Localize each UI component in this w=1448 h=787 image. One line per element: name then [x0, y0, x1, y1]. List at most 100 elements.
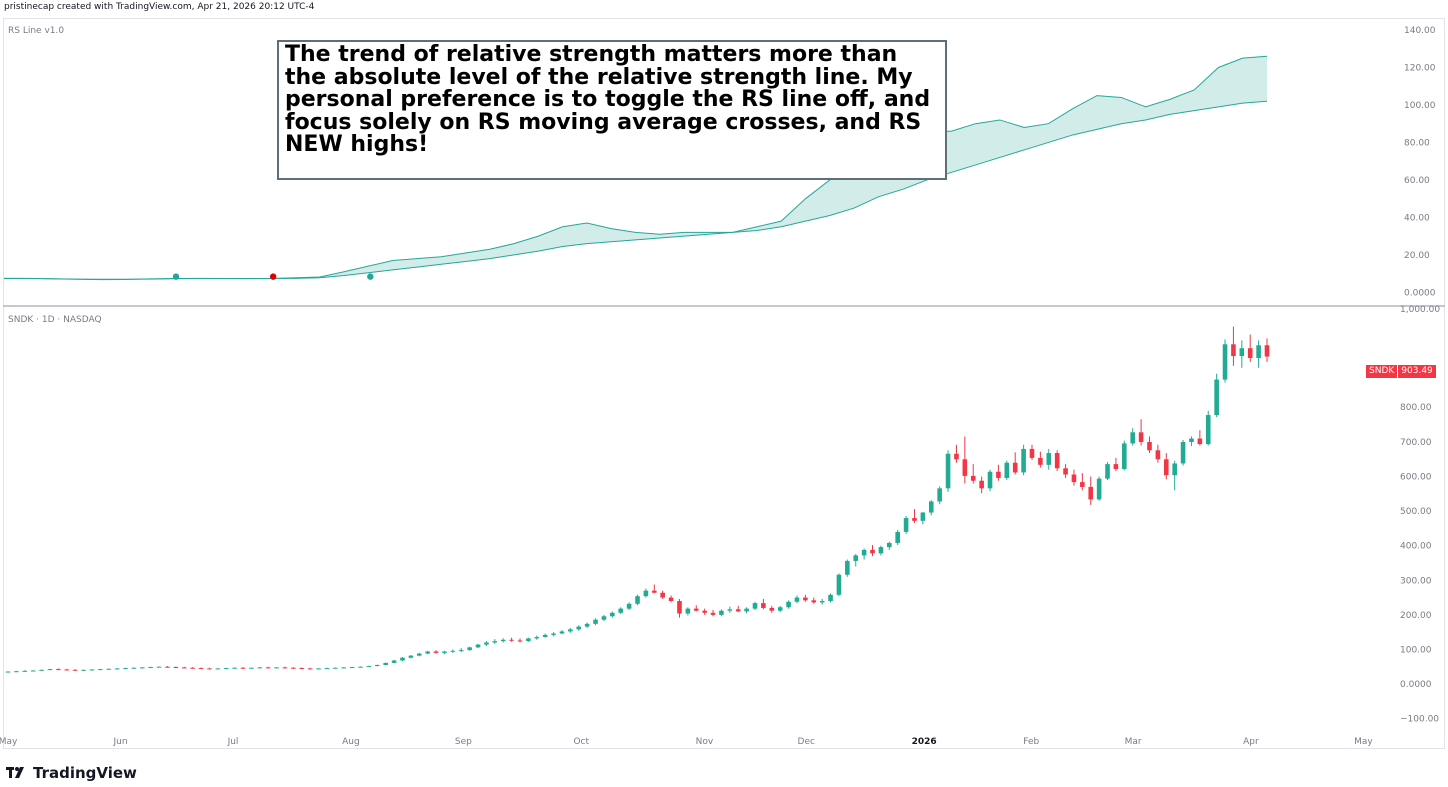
candle-body — [1012, 462, 1018, 473]
candle-body — [819, 601, 825, 603]
candle-body — [400, 657, 405, 661]
candle-body — [668, 597, 674, 602]
candle-body — [786, 601, 791, 608]
candle-body — [643, 590, 649, 597]
annotation-note[interactable]: The trend of relative strength matters m… — [277, 40, 947, 180]
candle-body — [333, 667, 338, 669]
candle-body — [828, 594, 833, 602]
candle-body — [1063, 468, 1068, 475]
candle-body — [1122, 443, 1127, 469]
time-axis-label: Jun — [112, 737, 127, 747]
candle-body — [559, 631, 565, 634]
candle-body — [240, 667, 246, 669]
candle-body — [1130, 432, 1136, 444]
candle-body — [1021, 448, 1026, 473]
price-y-tick-label: 0.0000 — [1400, 680, 1432, 690]
candle-body — [114, 668, 120, 670]
candle-body — [1080, 482, 1085, 487]
candle-body — [475, 644, 481, 648]
candle-body — [106, 668, 112, 670]
rs-cross-down-dot — [269, 273, 277, 280]
price-y-tick-label: −100.00 — [1400, 715, 1439, 725]
candle-body — [64, 669, 70, 671]
candle-body — [358, 666, 363, 668]
candle-body — [1147, 442, 1152, 451]
rs-y-tick-label: 20.00 — [1404, 251, 1430, 261]
candle-body — [375, 664, 380, 667]
candle-body — [215, 668, 221, 670]
candle-body — [442, 651, 447, 653]
rs-new-high-dot — [172, 273, 180, 280]
candle-body — [1105, 464, 1110, 479]
candle-body — [282, 667, 288, 669]
candle-body — [223, 668, 229, 670]
candle-body — [626, 603, 632, 609]
candle-body — [492, 641, 498, 643]
candle-body — [408, 655, 414, 658]
time-axis-label: May — [0, 737, 18, 747]
tradingview-brand[interactable]: TradingView — [6, 764, 137, 782]
rs-pane: RS Line v1.0 140.00 120.00 100.00 80.00 60.00… — [3, 26, 1445, 307]
candle-body — [509, 639, 514, 641]
candle-body — [996, 471, 1001, 478]
candle-body — [484, 642, 489, 645]
candle-body — [769, 607, 775, 611]
candle-body — [551, 633, 556, 635]
chart-credit: pristinecap created with TradingView.com… — [4, 2, 315, 12]
candle-body — [677, 601, 682, 614]
candle-body — [937, 488, 942, 502]
candle-body — [1138, 432, 1144, 443]
candle-body — [752, 603, 758, 609]
candle-body — [920, 512, 926, 521]
candle-body — [693, 608, 699, 611]
candle-body — [526, 638, 531, 642]
candle-body — [928, 501, 934, 513]
candle-body — [1038, 457, 1043, 465]
candle-body — [878, 547, 884, 554]
candle-body — [887, 542, 892, 548]
candle-body — [610, 612, 615, 617]
rs-pane-title: RS Line v1.0 — [8, 26, 64, 36]
candle-body — [719, 610, 724, 615]
candle-body — [341, 667, 347, 669]
price-y-tick-label: 100.00 — [1400, 645, 1432, 655]
candle-body — [165, 666, 170, 668]
candle-body — [895, 531, 900, 543]
candle-body — [98, 669, 103, 671]
candle-body — [425, 651, 430, 654]
candle-body — [383, 662, 388, 665]
candle-body — [727, 609, 733, 611]
candle-body — [56, 669, 61, 671]
candle-body — [72, 669, 78, 671]
candle-body — [190, 667, 195, 669]
rs-y-tick-label: 100.00 — [1404, 101, 1436, 111]
candle-body — [685, 608, 691, 614]
candle-body — [148, 667, 153, 669]
candle-body — [576, 626, 582, 630]
rs-y-tick-label: 60.00 — [1404, 176, 1430, 186]
candle-body — [635, 596, 640, 604]
price-y-tick-label: 300.00 — [1400, 576, 1432, 586]
candle-body — [534, 636, 540, 639]
candle-body — [618, 608, 624, 613]
price-y-tick-label: 700.00 — [1400, 438, 1432, 448]
candle-body — [517, 640, 523, 642]
candle-body — [1155, 450, 1161, 460]
candle-body — [702, 610, 707, 613]
candle-body — [30, 670, 36, 672]
candle-body — [366, 666, 372, 668]
price-y-tick-label: 200.00 — [1400, 611, 1432, 621]
candle-body — [1172, 463, 1177, 476]
candle-body — [299, 668, 305, 670]
candle-body — [181, 667, 187, 669]
candle-body — [324, 668, 330, 670]
candle-body — [1071, 474, 1077, 483]
candle-body — [945, 453, 951, 489]
time-axis-label: Nov — [696, 737, 714, 747]
price-pane-title: SNDK · 1D · NASDAQ — [8, 315, 102, 325]
candle-body — [458, 650, 464, 652]
time-axis-label: Apr — [1243, 737, 1259, 747]
candle-body — [123, 668, 128, 670]
candle-body — [970, 475, 976, 481]
